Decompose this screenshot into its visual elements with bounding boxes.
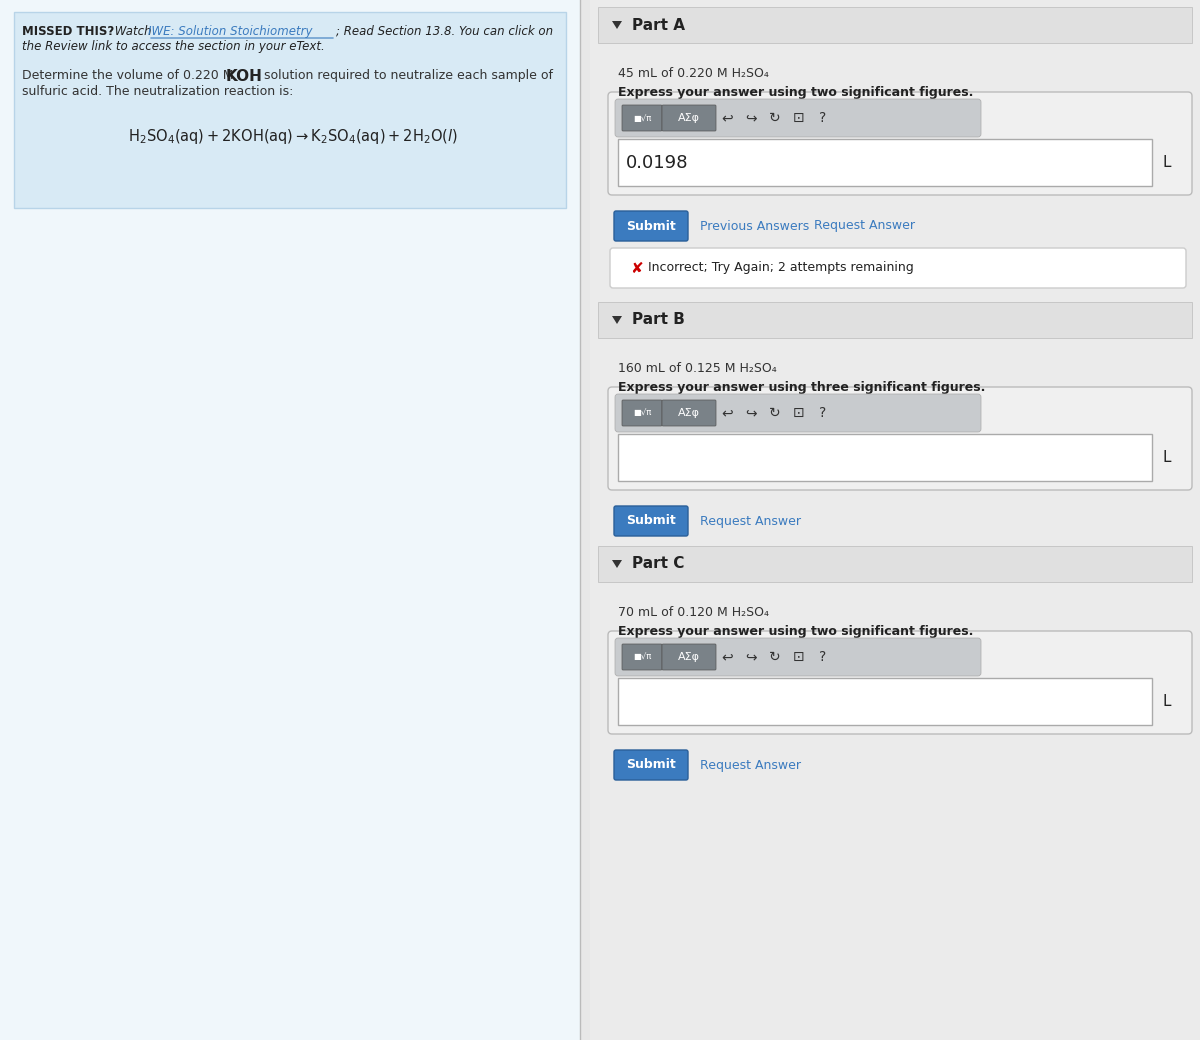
- FancyBboxPatch shape: [616, 394, 982, 432]
- Bar: [598, 7, 1192, 43]
- Text: Determine the volume of 0.220 M: Determine the volume of 0.220 M: [22, 69, 238, 82]
- Polygon shape: [612, 21, 622, 29]
- Text: 70 mL of 0.120 M H₂SO₄: 70 mL of 0.120 M H₂SO₄: [618, 606, 769, 619]
- Text: 160 mL of 0.125 M H₂SO₄: 160 mL of 0.125 M H₂SO₄: [618, 362, 776, 375]
- Text: ↻: ↻: [769, 406, 781, 420]
- FancyBboxPatch shape: [616, 638, 982, 676]
- Text: ⊡: ⊡: [793, 406, 805, 420]
- Polygon shape: [612, 560, 622, 568]
- Bar: [14, 12, 566, 208]
- Text: 0.0198: 0.0198: [626, 154, 689, 172]
- Text: Incorrect; Try Again; 2 attempts remaining: Incorrect; Try Again; 2 attempts remaini…: [648, 261, 913, 275]
- FancyBboxPatch shape: [616, 99, 982, 137]
- FancyBboxPatch shape: [662, 644, 716, 670]
- Text: ↪: ↪: [745, 111, 757, 125]
- Text: ?: ?: [820, 111, 827, 125]
- Text: ↪: ↪: [745, 406, 757, 420]
- Text: ↩: ↩: [721, 111, 733, 125]
- Text: Express your answer using two significant figures.: Express your answer using two significan…: [618, 625, 973, 638]
- FancyBboxPatch shape: [622, 105, 662, 131]
- Text: Request Answer: Request Answer: [700, 758, 802, 772]
- Text: ↻: ↻: [769, 650, 781, 664]
- FancyBboxPatch shape: [622, 400, 662, 426]
- Text: Part B: Part B: [632, 312, 685, 328]
- FancyBboxPatch shape: [608, 92, 1192, 196]
- Bar: [618, 678, 1152, 725]
- Text: ⊡: ⊡: [793, 650, 805, 664]
- Text: solution required to neutralize each sample of: solution required to neutralize each sam…: [260, 69, 553, 82]
- Bar: [618, 434, 1152, 480]
- FancyBboxPatch shape: [608, 631, 1192, 734]
- Text: ↩: ↩: [721, 406, 733, 420]
- Text: 45 mL of 0.220 M H₂SO₄: 45 mL of 0.220 M H₂SO₄: [618, 67, 769, 80]
- Text: Express your answer using two significant figures.: Express your answer using two significan…: [618, 86, 973, 99]
- Text: ■√π: ■√π: [632, 652, 652, 661]
- Text: ?: ?: [820, 406, 827, 420]
- Text: ?: ?: [820, 650, 827, 664]
- Text: $\mathrm{H_2SO_4(aq) + 2KOH(aq) \rightarrow K_2SO_4(aq) + 2H_2O(\mathit{l})}$: $\mathrm{H_2SO_4(aq) + 2KOH(aq) \rightar…: [128, 127, 458, 146]
- FancyBboxPatch shape: [614, 750, 688, 780]
- FancyBboxPatch shape: [610, 248, 1186, 288]
- Polygon shape: [612, 316, 622, 324]
- Text: KOH: KOH: [226, 69, 263, 84]
- Text: ↻: ↻: [769, 111, 781, 125]
- Text: ■√π: ■√π: [632, 113, 652, 123]
- Text: Submit: Submit: [626, 515, 676, 527]
- Text: Previous Answers: Previous Answers: [700, 219, 809, 233]
- FancyBboxPatch shape: [614, 211, 688, 241]
- Text: ↪: ↪: [745, 650, 757, 664]
- Text: IWE: Solution Stoichiometry: IWE: Solution Stoichiometry: [148, 25, 312, 38]
- Text: ; Read Section 13.8. You can click on: ; Read Section 13.8. You can click on: [336, 25, 553, 38]
- Text: ΑΣφ: ΑΣφ: [678, 113, 700, 123]
- Text: Submit: Submit: [626, 758, 676, 772]
- Text: Watch: Watch: [112, 25, 155, 38]
- Text: MISSED THIS?: MISSED THIS?: [22, 25, 114, 38]
- FancyBboxPatch shape: [622, 644, 662, 670]
- Text: Express your answer using three significant figures.: Express your answer using three signific…: [618, 381, 985, 394]
- Text: ΑΣφ: ΑΣφ: [678, 652, 700, 662]
- Text: L: L: [1162, 694, 1170, 709]
- FancyBboxPatch shape: [662, 400, 716, 426]
- Text: L: L: [1162, 450, 1170, 465]
- Bar: [598, 546, 1192, 582]
- Text: ΑΣφ: ΑΣφ: [678, 408, 700, 418]
- Text: ■√π: ■√π: [632, 409, 652, 417]
- FancyBboxPatch shape: [662, 105, 716, 131]
- Text: Part C: Part C: [632, 556, 684, 572]
- Text: Submit: Submit: [626, 219, 676, 233]
- Text: Request Answer: Request Answer: [814, 219, 916, 233]
- Text: sulfuric acid. The neutralization reaction is:: sulfuric acid. The neutralization reacti…: [22, 85, 293, 98]
- Text: ⊡: ⊡: [793, 111, 805, 125]
- Text: Part A: Part A: [632, 18, 685, 32]
- FancyBboxPatch shape: [608, 387, 1192, 490]
- Bar: [0, 0, 580, 1040]
- FancyBboxPatch shape: [614, 506, 688, 536]
- Bar: [598, 302, 1192, 338]
- Text: the Review link to access the section in your eText.: the Review link to access the section in…: [22, 40, 325, 53]
- Text: ✘: ✘: [630, 260, 643, 276]
- Text: L: L: [1162, 155, 1170, 170]
- Bar: [618, 139, 1152, 186]
- Bar: [590, 0, 1200, 1040]
- Text: Request Answer: Request Answer: [700, 515, 802, 527]
- Text: ↩: ↩: [721, 650, 733, 664]
